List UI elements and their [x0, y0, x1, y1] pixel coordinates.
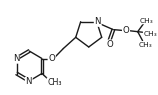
- Text: CH₃: CH₃: [140, 18, 153, 24]
- Text: O: O: [106, 40, 113, 49]
- Text: N: N: [25, 78, 32, 87]
- Text: O: O: [48, 54, 55, 63]
- Text: CH₃: CH₃: [139, 42, 152, 48]
- Text: CH₃: CH₃: [143, 31, 157, 37]
- Text: O: O: [123, 26, 129, 35]
- Text: N: N: [13, 54, 19, 63]
- Text: N: N: [94, 17, 101, 26]
- Text: CH₃: CH₃: [47, 78, 62, 87]
